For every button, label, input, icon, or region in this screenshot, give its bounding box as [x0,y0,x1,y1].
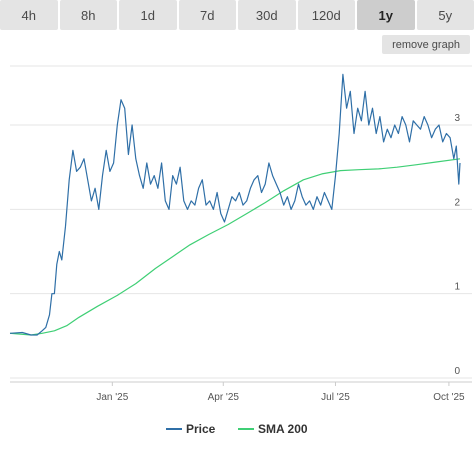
x-tick-label: Jan '25 [96,392,128,403]
tab-4h[interactable]: 4h [0,0,58,30]
y-tick-label: 2 [454,197,460,208]
chart-legend: Price SMA 200 [166,422,308,436]
tab-30d[interactable]: 30d [238,0,296,30]
tab-1d[interactable]: 1d [119,0,177,30]
timeframe-tabs: 4h 8h 1d 7d 30d 120d 1y 5y [0,0,474,30]
x-tick-label: Jul '25 [321,392,350,403]
tab-1y[interactable]: 1y [357,0,415,30]
chart-grid [10,65,472,379]
chart-series [9,73,461,336]
legend-label[interactable]: Price [186,422,216,436]
y-tick-label: 0 [454,366,460,377]
series-line-sma-200 [9,158,461,336]
y-tick-label: 1 [454,282,460,293]
tab-5y[interactable]: 5y [416,0,474,30]
tab-8h[interactable]: 8h [59,0,117,30]
tab-120d[interactable]: 120d [297,0,355,30]
remove-graph-button[interactable]: remove graph [382,35,470,54]
series-line-price [9,73,461,336]
y-axis: 0 1 2 3 [454,113,460,377]
y-tick-label: 3 [454,113,460,124]
x-tick-label: Oct '25 [433,392,465,403]
x-axis: Jan '25 Apr '25 Jul '25 Oct '25 [10,381,472,403]
legend-label[interactable]: SMA 200 [258,422,308,436]
tab-7d[interactable]: 7d [178,0,236,30]
x-tick-label: Apr '25 [208,392,240,403]
